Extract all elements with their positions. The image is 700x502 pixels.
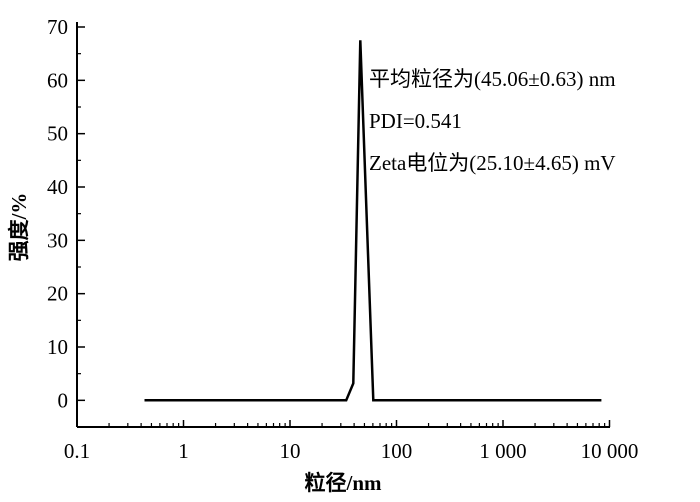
- y-tick-label: 70: [47, 15, 68, 39]
- y-axis-label: 强度/%: [7, 193, 31, 262]
- size-distribution-line: [144, 40, 602, 402]
- y-tick-label: 0: [58, 388, 69, 412]
- y-tick-label: 20: [47, 282, 68, 306]
- annotation-zeta: Zeta电位为(25.10±4.65) mV: [369, 151, 616, 175]
- y-tick-label: 50: [47, 122, 68, 146]
- series: [144, 40, 602, 402]
- ticks: 0.1 1 10 100 1 000 10 000 0 10 20 30 40 50 60 70: [47, 15, 638, 463]
- y-tick-label: 60: [47, 68, 68, 92]
- annotation-pdi: PDI=0.541: [369, 109, 462, 133]
- x-tick-label: 0.1: [64, 439, 90, 463]
- x-tick-label: 10: [280, 439, 301, 463]
- y-tick-label: 10: [47, 335, 68, 359]
- annotation-size: 平均粒径为(45.06±0.63) nm: [369, 67, 616, 91]
- x-tick-label: 1: [178, 439, 189, 463]
- y-tick-label: 30: [47, 228, 68, 252]
- axes: [76, 22, 610, 428]
- y-tick-label: 40: [47, 175, 68, 199]
- x-tick-label: 1 000: [479, 439, 526, 463]
- x-axis-label: 粒径/nm: [304, 471, 382, 495]
- x-tick-label: 10 000: [581, 439, 639, 463]
- x-tick-label: 100: [381, 439, 413, 463]
